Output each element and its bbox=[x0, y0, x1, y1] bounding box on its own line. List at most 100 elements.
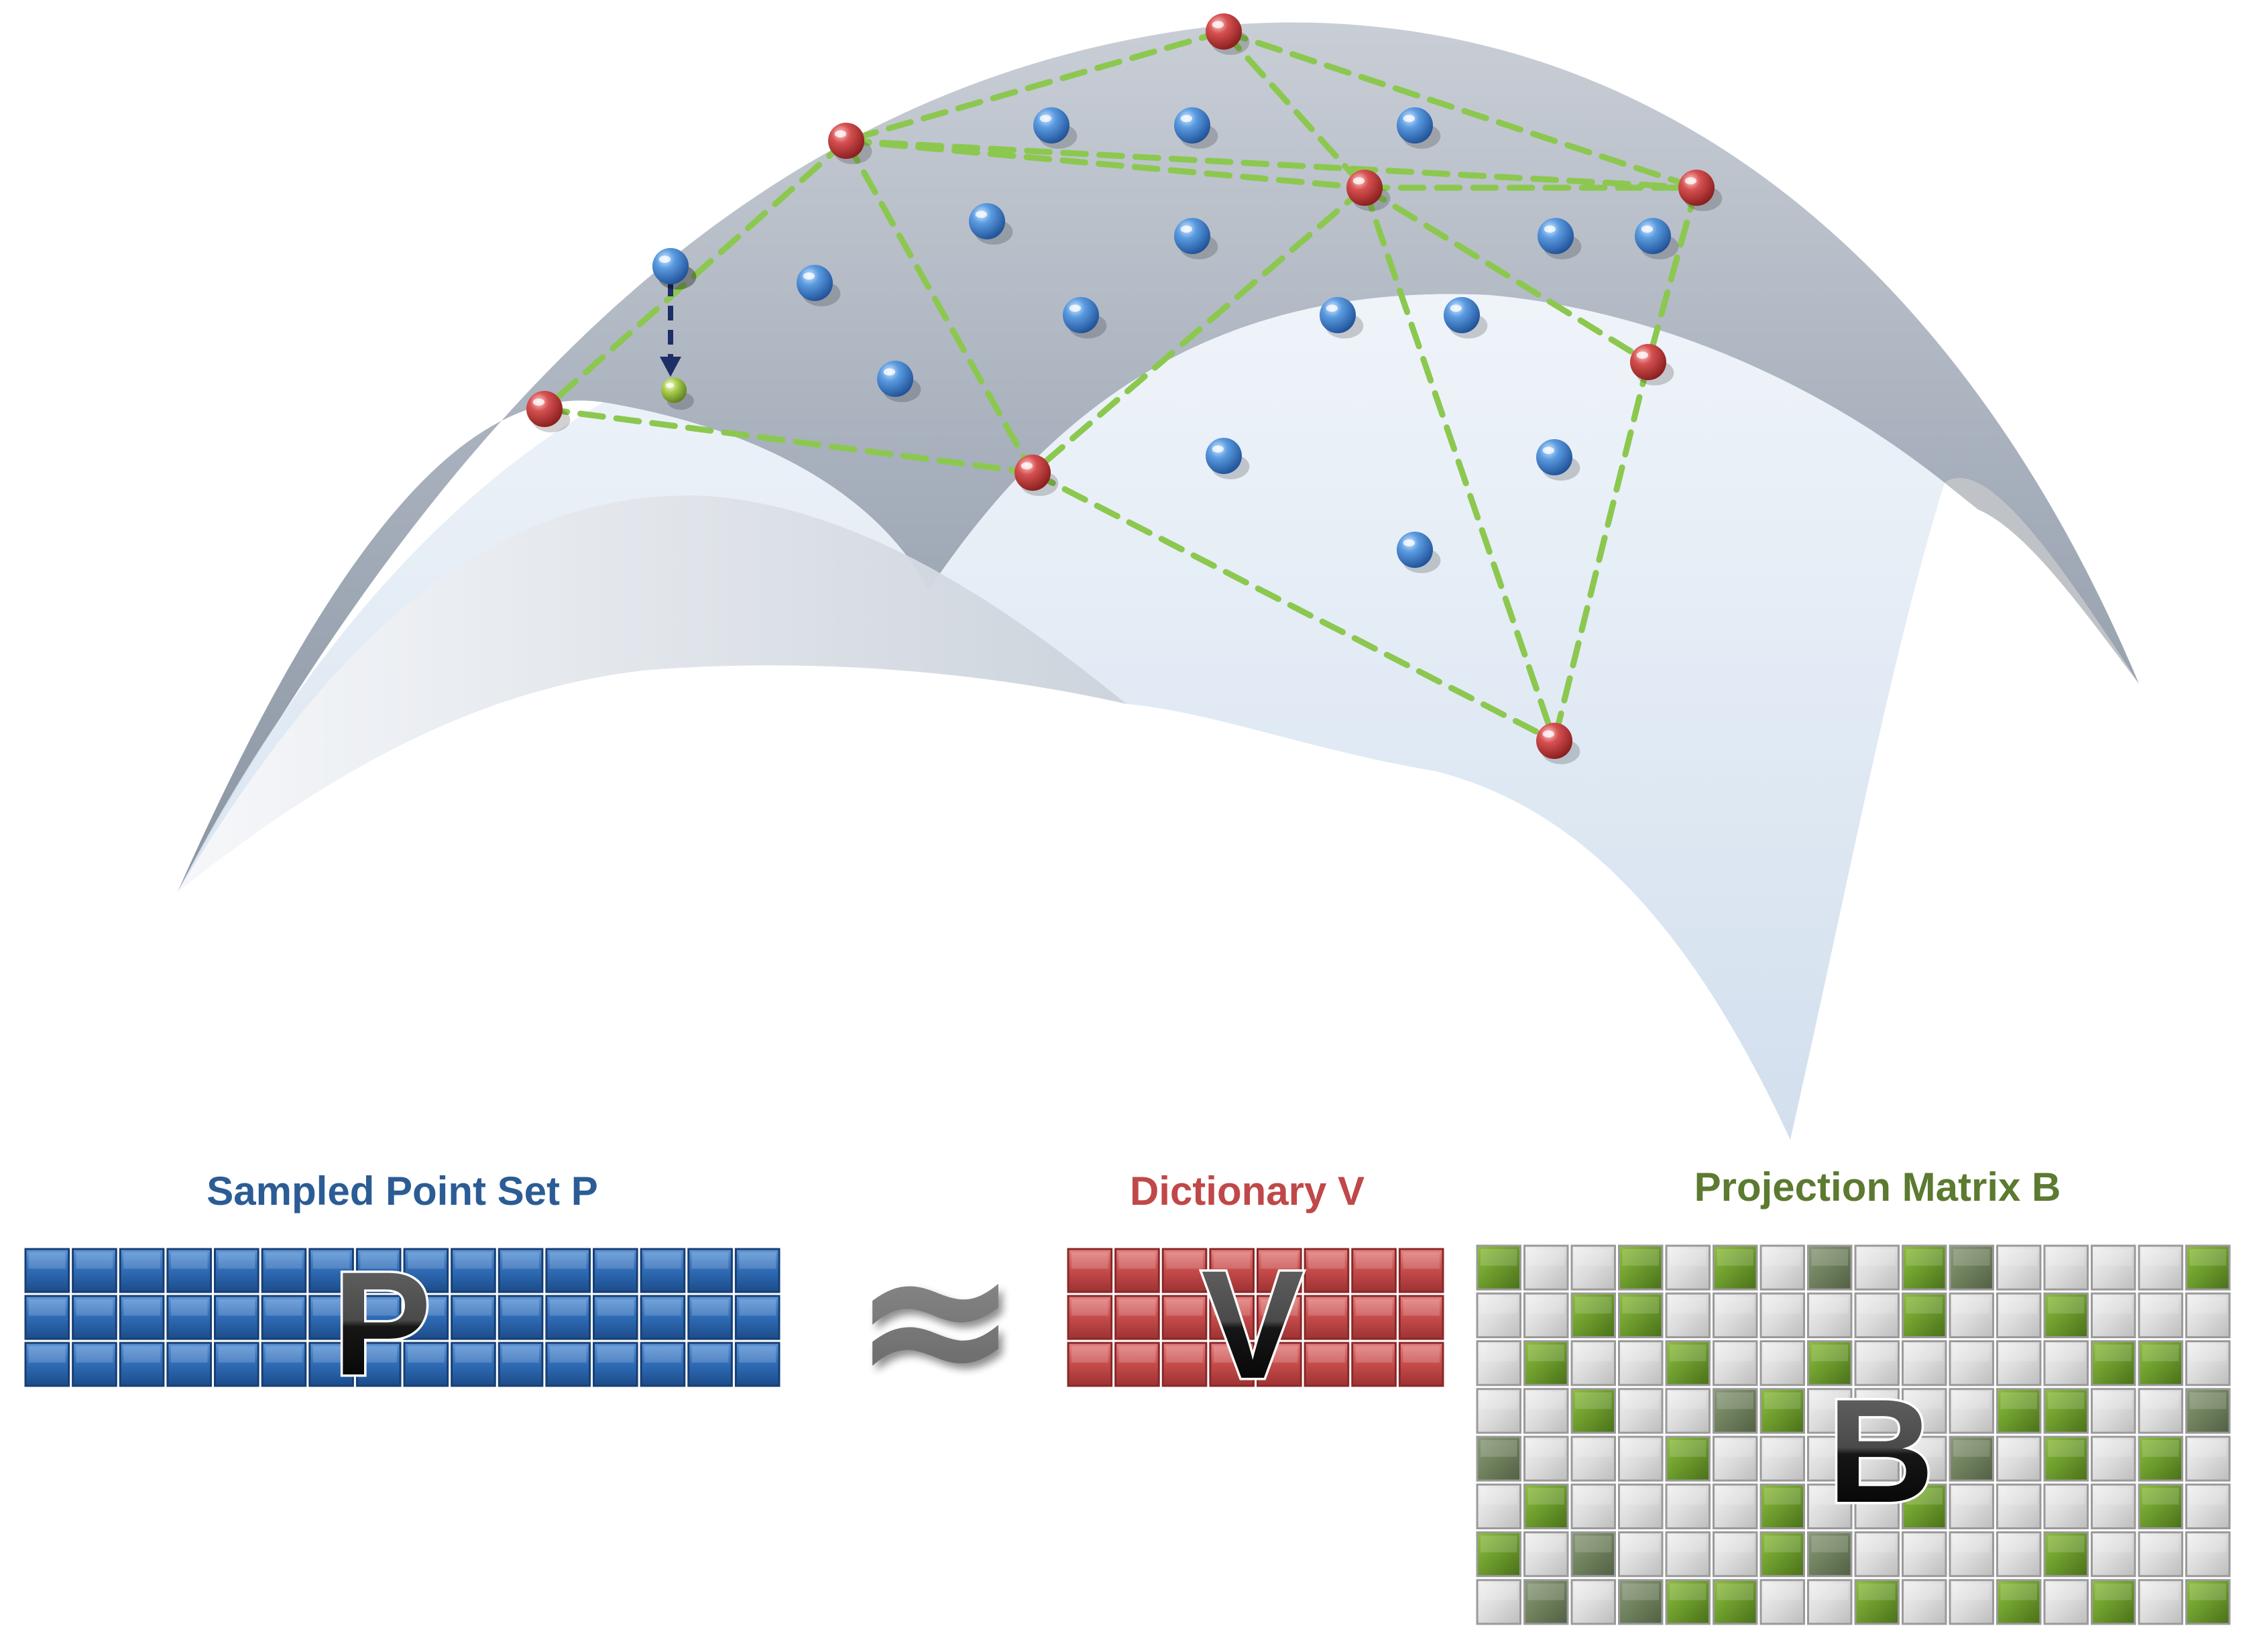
matrix-b-cell-off bbox=[1807, 1435, 1853, 1482]
matrix-v-cell bbox=[1067, 1295, 1113, 1340]
matrix-b-cell-off bbox=[2091, 1244, 2136, 1291]
curved-surface bbox=[178, 22, 2139, 1140]
dictionary-point bbox=[1346, 170, 1391, 211]
matrix-b-cell-off bbox=[1713, 1435, 1758, 1482]
matrix-b-cell-off bbox=[1523, 1388, 1569, 1434]
matrix-p-cell bbox=[451, 1248, 496, 1293]
matrix-b-cell-off bbox=[1759, 1340, 1805, 1386]
matrix-p-cell bbox=[687, 1295, 733, 1340]
mesh-edge bbox=[843, 28, 1227, 144]
matrix-b-cell-off bbox=[2138, 1244, 2183, 1291]
mesh-edge bbox=[843, 137, 1368, 191]
matrix-v-cell bbox=[1114, 1248, 1160, 1293]
matrix-v-cell bbox=[1351, 1248, 1397, 1293]
matrix-b-cell-off bbox=[1902, 1340, 1947, 1386]
matrix-p-cell bbox=[214, 1342, 259, 1387]
matrix-p-cell bbox=[640, 1342, 686, 1387]
matrix-b-cell-off bbox=[1807, 1388, 1853, 1434]
matrix-p-letter: P bbox=[333, 1241, 432, 1406]
mesh-edge bbox=[843, 137, 1036, 476]
matrix-b-cell-off bbox=[2043, 1244, 2089, 1291]
matrix-b-cell-off bbox=[1902, 1388, 1947, 1434]
dictionary-point bbox=[526, 391, 571, 432]
matrix-b-letter: B bbox=[1828, 1368, 1934, 1533]
matrix-b-cell-on bbox=[2043, 1531, 2089, 1578]
matrix-b-cell-on bbox=[1807, 1531, 1853, 1578]
matrix-b-cell-off bbox=[1476, 1483, 1521, 1529]
matrix-b-cell-off bbox=[1854, 1435, 1900, 1482]
matrix-p-cell bbox=[214, 1295, 259, 1340]
matrix-b-cell-on bbox=[1949, 1435, 1994, 1482]
label-dictionary: Dictionary V bbox=[1129, 1169, 1365, 1214]
matrix-p-cell bbox=[261, 1342, 307, 1387]
matrix-b-cell-off bbox=[1949, 1340, 1994, 1386]
mesh-edge bbox=[1220, 28, 1700, 191]
matrix-b-cell-off bbox=[1807, 1292, 1853, 1338]
matrix-p-cell bbox=[72, 1342, 117, 1387]
matrix-p-cell bbox=[261, 1248, 307, 1293]
matrix-b-cell-off bbox=[1570, 1579, 1616, 1625]
matrix-b-cell-off bbox=[1570, 1340, 1616, 1386]
matrix-v-cell bbox=[1161, 1295, 1208, 1340]
mesh-edge bbox=[1029, 469, 1558, 744]
matrix-v-cell bbox=[1209, 1295, 1255, 1340]
matrix-b-cell-on bbox=[1854, 1579, 1900, 1625]
sample-point bbox=[1063, 297, 1107, 339]
matrix-p-cell bbox=[119, 1295, 165, 1340]
matrix-b-cell-off bbox=[1996, 1340, 2042, 1386]
matrix-p-cell bbox=[308, 1248, 354, 1293]
matrix-b-cell-off bbox=[1713, 1531, 1758, 1578]
matrix-p-cell bbox=[166, 1342, 212, 1387]
sample-point bbox=[969, 203, 1013, 245]
matrix-p-cell bbox=[24, 1295, 70, 1340]
matrix-b-cell-off bbox=[1996, 1244, 2042, 1291]
matrix-b-cell-off bbox=[1949, 1388, 1994, 1434]
matrix-p-cell bbox=[119, 1342, 165, 1387]
matrix-p-cell bbox=[24, 1248, 70, 1293]
matrix-b-cell-off bbox=[1854, 1340, 1900, 1386]
matrix-b-cell-on bbox=[1476, 1531, 1521, 1578]
matrix-v-cell bbox=[1351, 1295, 1397, 1340]
matrix-b-cell-off bbox=[2185, 1340, 2231, 1386]
sample-point bbox=[1174, 218, 1218, 259]
matrix-b-cell-off bbox=[1807, 1579, 1853, 1625]
matrix-b-cell-off bbox=[1476, 1579, 1521, 1625]
matrix-b-cell-off bbox=[1665, 1292, 1711, 1338]
matrix-p-cell bbox=[403, 1248, 449, 1293]
matrix-p-cell bbox=[593, 1295, 638, 1340]
matrix-b-cell-on bbox=[1759, 1483, 1805, 1529]
matrix-b-cell-off bbox=[1713, 1340, 1758, 1386]
matrix-b-cell-off bbox=[1523, 1435, 1569, 1482]
matrix-p-cell bbox=[498, 1248, 544, 1293]
matrix-b-cell-off bbox=[2091, 1483, 2136, 1529]
matrix-p-cell bbox=[403, 1295, 449, 1340]
matrix-b bbox=[1476, 1244, 2231, 1625]
matrix-b-cell-on bbox=[1902, 1483, 1947, 1529]
matrix-b-cell-off bbox=[1759, 1435, 1805, 1482]
matrix-b-cell-off bbox=[1996, 1435, 2042, 1482]
approx-symbol: ≈ bbox=[851, 1201, 1019, 1435]
matrix-p-cell bbox=[308, 1342, 354, 1387]
sample-point bbox=[1033, 107, 1078, 149]
matrix-v-cell bbox=[1398, 1248, 1444, 1293]
matrix-b-cell-off bbox=[2091, 1292, 2136, 1338]
matrix-b-cell-off bbox=[1570, 1483, 1616, 1529]
matrix-p-cell bbox=[545, 1295, 591, 1340]
matrix-b-cell-off bbox=[2185, 1435, 2231, 1482]
matrix-v-cell bbox=[1257, 1342, 1302, 1387]
matrix-b-cell-on bbox=[1759, 1531, 1805, 1578]
matrix-p-cell bbox=[498, 1342, 544, 1387]
matrix-p-cell bbox=[214, 1248, 259, 1293]
matrix-v-cell bbox=[1398, 1342, 1444, 1387]
mesh-edge bbox=[1220, 28, 1368, 191]
matrix-b-cell-on bbox=[1996, 1388, 2042, 1434]
matrix-b-cell-off bbox=[1523, 1292, 1569, 1338]
matrix-b-cell-on bbox=[1713, 1244, 1758, 1291]
label-sampled-point-set: Sampled Point Set P bbox=[207, 1169, 598, 1214]
matrix-b-cell-off bbox=[1523, 1531, 1569, 1578]
matrix-p-cell bbox=[734, 1342, 780, 1387]
matrix-p-cell bbox=[640, 1295, 686, 1340]
matrix-b-cell-on bbox=[2185, 1579, 2231, 1625]
matrix-b-cell-on bbox=[2185, 1244, 2231, 1291]
matrix-b-cell-on bbox=[1476, 1435, 1521, 1482]
